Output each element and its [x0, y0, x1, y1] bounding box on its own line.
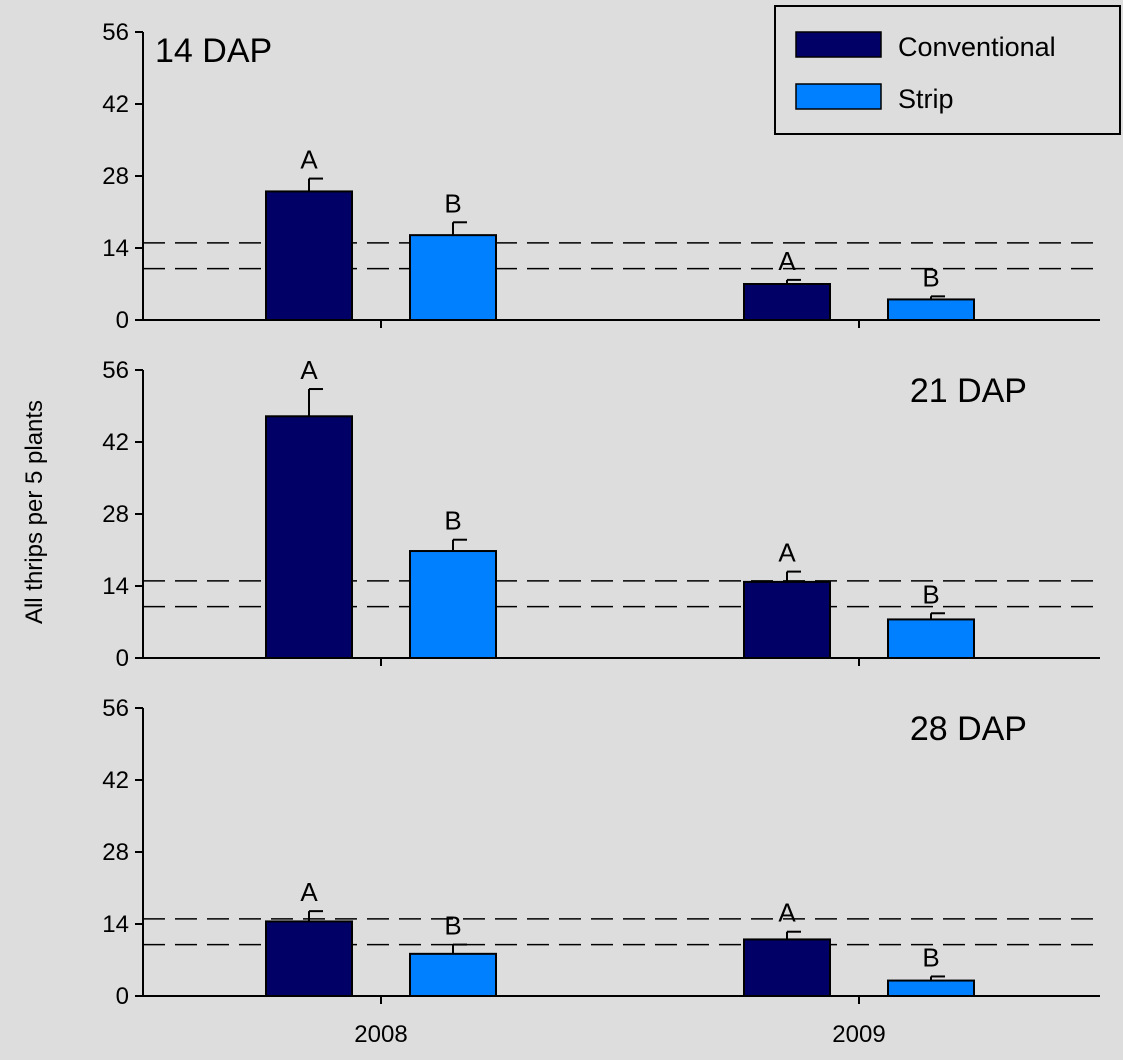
- x-tick-label: 2008: [354, 1021, 407, 1048]
- bar: [887, 979, 975, 997]
- y-tick-label: 28: [102, 501, 129, 528]
- y-tick-label: 42: [102, 91, 129, 118]
- bar: [887, 618, 975, 660]
- panel-label: 14 DAP: [155, 32, 272, 70]
- y-tick-label: 42: [102, 767, 129, 794]
- significance-letter: B: [922, 262, 939, 292]
- y-tick-label: 56: [102, 19, 129, 46]
- y-axis-title: All thrips per 5 plants: [21, 400, 48, 624]
- legend-label-strip: Strip: [898, 84, 954, 114]
- bar: [265, 415, 353, 659]
- bar: [743, 580, 831, 660]
- bar: [887, 298, 975, 321]
- bar: [743, 938, 831, 998]
- y-tick-label: 56: [102, 695, 129, 722]
- legend-label-conventional: Conventional: [898, 32, 1056, 62]
- significance-letter: A: [778, 898, 796, 928]
- legend-swatch-strip: [795, 83, 882, 110]
- y-tick-label: 0: [116, 645, 129, 672]
- legend-box: [774, 5, 1121, 135]
- y-tick-label: 14: [102, 573, 129, 600]
- y-tick-label: 14: [102, 235, 129, 262]
- significance-letter: B: [444, 911, 461, 941]
- bar: [743, 283, 831, 321]
- significance-letter: B: [444, 188, 461, 218]
- y-tick-label: 56: [102, 357, 129, 384]
- significance-letter: B: [922, 942, 939, 972]
- legend: Conventional Strip: [774, 5, 1121, 135]
- y-tick-label: 28: [102, 163, 129, 190]
- bar: [409, 550, 497, 659]
- bar: [409, 234, 497, 321]
- significance-letter: B: [922, 579, 939, 609]
- y-tick-label: 14: [102, 911, 129, 938]
- legend-swatch-conventional: [795, 31, 882, 58]
- bar: [409, 952, 497, 997]
- significance-letter: A: [778, 246, 796, 276]
- significance-letter: A: [300, 877, 318, 907]
- y-tick-label: 28: [102, 839, 129, 866]
- y-tick-label: 42: [102, 429, 129, 456]
- plot-area: 0 14 28 42 56 A A B B 14 DAP 0 14 28 42 56 A A B B 21 DAP 0 1…: [102, 19, 1102, 1048]
- significance-letter: A: [778, 538, 796, 568]
- bar: [265, 190, 353, 321]
- significance-letter: B: [444, 506, 461, 536]
- significance-letter: A: [300, 355, 318, 385]
- panel-label: 21 DAP: [910, 372, 1027, 410]
- x-tick-label: 2009: [832, 1021, 885, 1048]
- panel-label: 28 DAP: [910, 710, 1027, 748]
- y-tick-label: 0: [116, 307, 129, 334]
- significance-letter: A: [300, 145, 318, 175]
- y-tick-label: 0: [116, 983, 129, 1010]
- bar: [265, 920, 353, 998]
